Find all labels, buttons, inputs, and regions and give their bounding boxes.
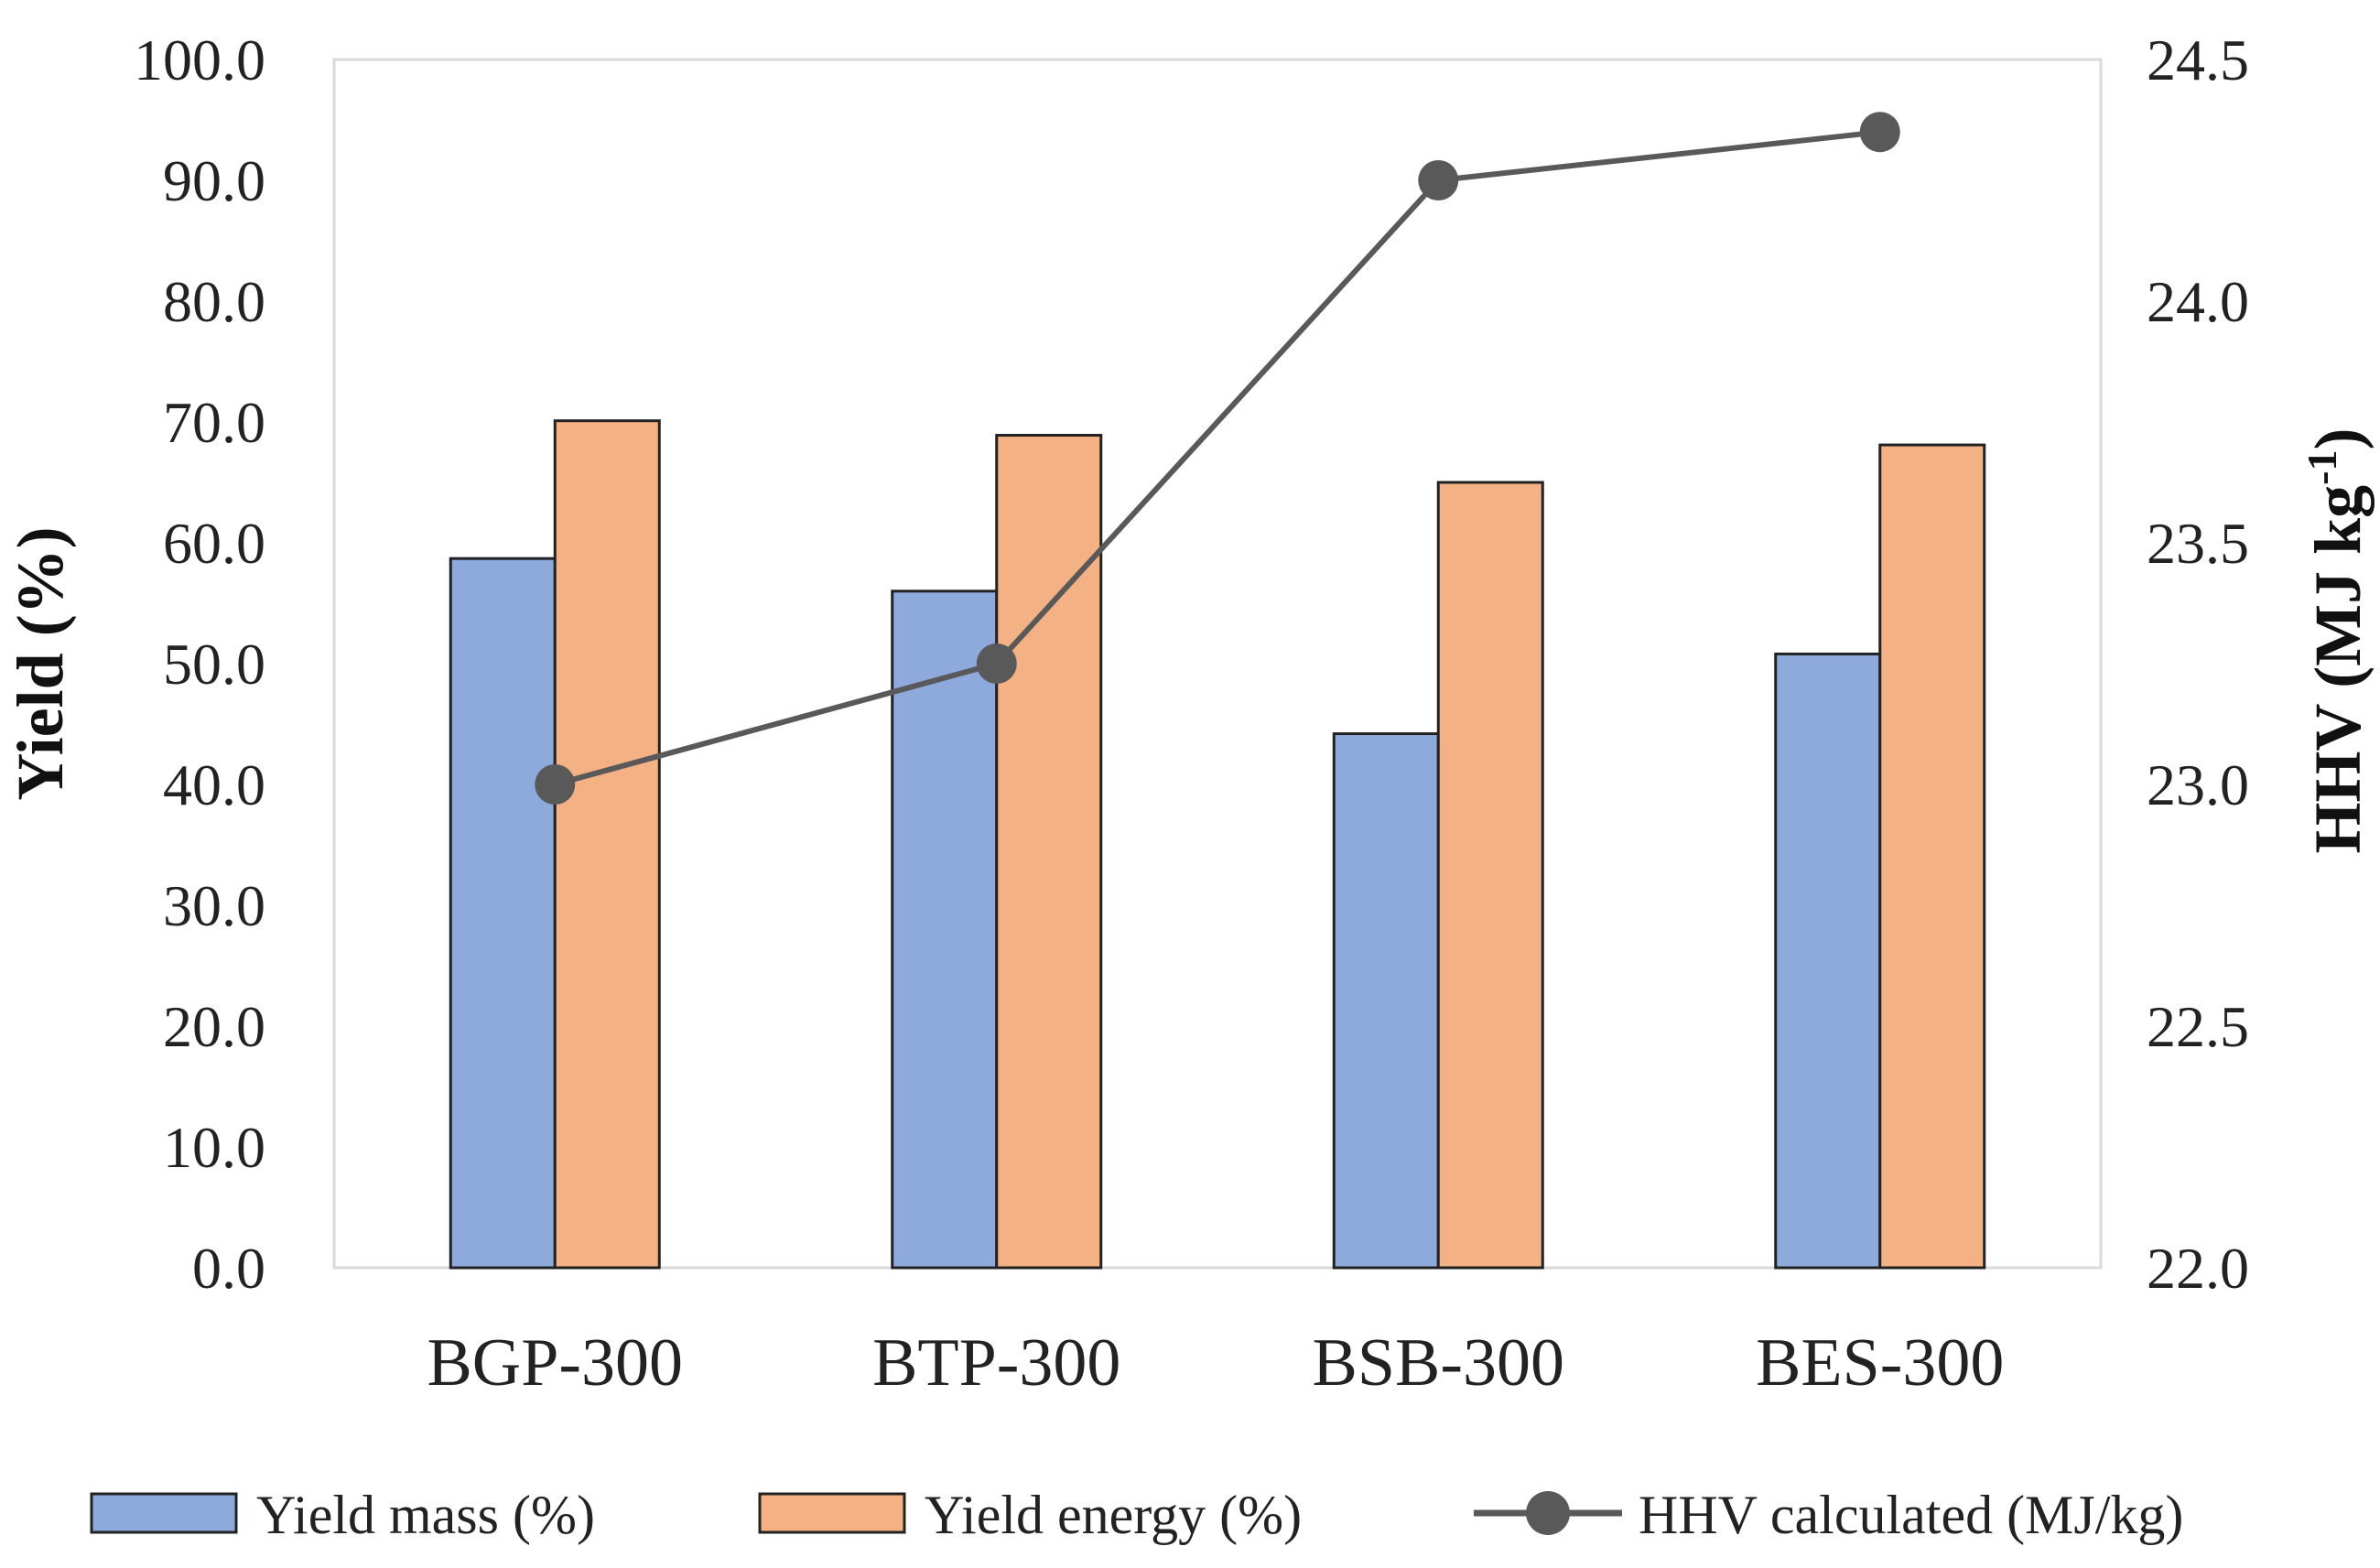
- y2-axis-title: HHV (MJ kg-1): [2299, 428, 2375, 854]
- x-tick-label: BGP-300: [427, 1325, 683, 1400]
- y2-tick-label: 22.0: [2147, 1236, 2249, 1301]
- hhv-line: [535, 112, 1900, 805]
- y2-axis-title-end: ): [2301, 428, 2375, 450]
- bar-yield-mass-bgp-300[interactable]: [449, 557, 557, 1270]
- y-tick-label: 0.0: [192, 1236, 265, 1301]
- bar-yield-mass-bsb-300[interactable]: [1332, 732, 1440, 1270]
- y-tick-label: 100.0: [134, 27, 265, 92]
- bar-yield-energy-bsb-300[interactable]: [1436, 481, 1544, 1270]
- y-tick-label: 50.0: [163, 632, 265, 697]
- left-axis-ticks: 0.0 10.0 20.0 30.0 40.0 50.0 60.0 70.0 80.0 90.0 1…: [134, 27, 265, 1301]
- legend-label-yield-energy: Yield energy (%): [925, 1485, 1302, 1545]
- legend-label-yield-mass: Yield mass (%): [256, 1485, 595, 1545]
- category-labels: BGP-300 BTP-300 BSB-300 BES-300: [427, 1325, 2004, 1400]
- y-tick-label: 20.0: [163, 994, 265, 1059]
- right-axis-ticks: 22.0 22.5 23.0 23.5 24.0 24.5: [2147, 27, 2249, 1301]
- y2-tick-label: 24.0: [2147, 269, 2249, 334]
- hhv-point-btp-300[interactable]: [976, 643, 1017, 684]
- hhv-point-bgp-300[interactable]: [535, 764, 576, 805]
- y2-tick-label: 23.0: [2147, 752, 2249, 817]
- bar-yield-mass-bes-300[interactable]: [1774, 652, 1882, 1270]
- legend-label-hhv: HHV calculated (MJ/kg): [1639, 1485, 2183, 1545]
- legend-swatch-yield-mass: [90, 1492, 238, 1534]
- hhv-point-bsb-300[interactable]: [1418, 160, 1459, 200]
- x-tick-label: BSB-300: [1312, 1325, 1564, 1400]
- legend-item-hhv[interactable]: HHV calculated (MJ/kg): [1474, 1485, 2183, 1545]
- x-tick-label: BES-300: [1756, 1325, 2004, 1400]
- x-tick-label: BTP-300: [872, 1325, 1120, 1400]
- y-tick-label: 60.0: [163, 511, 265, 576]
- y2-axis-title-sup: -1: [2299, 449, 2345, 484]
- y-tick-label: 90.0: [163, 148, 265, 213]
- y2-axis-title-main: HHV (MJ kg: [2301, 485, 2375, 854]
- legend-item-yield-energy[interactable]: Yield energy (%): [758, 1485, 1302, 1545]
- legend-marker-hhv: [1526, 1491, 1570, 1535]
- y-tick-label: 80.0: [163, 269, 265, 334]
- hhv-point-bes-300[interactable]: [1859, 112, 1900, 153]
- bar-yield-energy-bgp-300[interactable]: [553, 419, 661, 1270]
- y2-tick-label: 22.5: [2147, 994, 2249, 1059]
- bars: [449, 419, 1986, 1270]
- y-tick-label: 10.0: [163, 1115, 265, 1180]
- y-axis-title: Yield (%): [4, 526, 77, 800]
- bar-yield-mass-btp-300[interactable]: [891, 589, 999, 1270]
- legend: Yield mass (%) Yield energy (%) HHV calc…: [90, 1485, 2183, 1545]
- legend-swatch-yield-energy: [758, 1492, 906, 1534]
- bar-yield-energy-btp-300[interactable]: [995, 434, 1103, 1270]
- y-tick-label: 40.0: [163, 752, 265, 817]
- y2-tick-label: 23.5: [2147, 511, 2249, 576]
- y-tick-label: 30.0: [163, 873, 265, 938]
- y-tick-label: 70.0: [163, 390, 265, 455]
- hhv-polyline: [554, 129, 1881, 787]
- legend-item-yield-mass[interactable]: Yield mass (%): [90, 1485, 595, 1545]
- bar-yield-energy-bes-300[interactable]: [1878, 443, 1986, 1270]
- y2-tick-label: 24.5: [2147, 27, 2249, 92]
